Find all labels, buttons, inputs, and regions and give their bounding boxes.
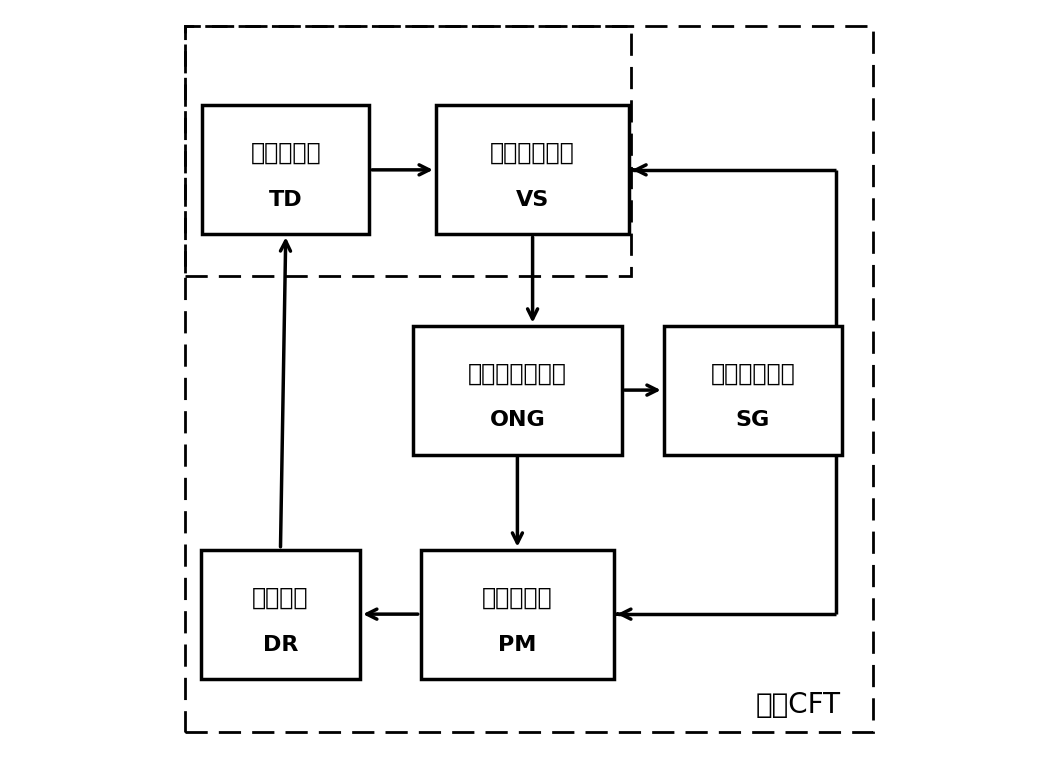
Text: ONG: ONG — [489, 411, 545, 431]
Bar — [436, 106, 629, 234]
Bar — [413, 326, 622, 454]
Bar — [185, 25, 631, 276]
Text: TD: TD — [269, 190, 302, 210]
Text: 锯齿波产生器: 锯齿波产生器 — [711, 361, 795, 386]
Bar — [201, 549, 360, 679]
Bar — [203, 106, 370, 234]
Text: SG: SG — [736, 411, 770, 431]
Text: DR: DR — [262, 634, 298, 655]
Text: 电压检测电路: 电压检测电路 — [490, 142, 575, 165]
Bar — [421, 549, 614, 679]
Text: 开关变换器: 开关变换器 — [251, 142, 321, 165]
Text: VS: VS — [516, 190, 549, 210]
Text: 驱动电路: 驱动电路 — [252, 585, 309, 610]
Bar — [664, 326, 842, 454]
Text: 导通时间产生器: 导通时间产生器 — [468, 361, 567, 386]
Text: 装置CFT: 装置CFT — [756, 692, 841, 719]
Text: PM: PM — [498, 634, 537, 655]
Text: 脉冲调制器: 脉冲调制器 — [482, 585, 552, 610]
